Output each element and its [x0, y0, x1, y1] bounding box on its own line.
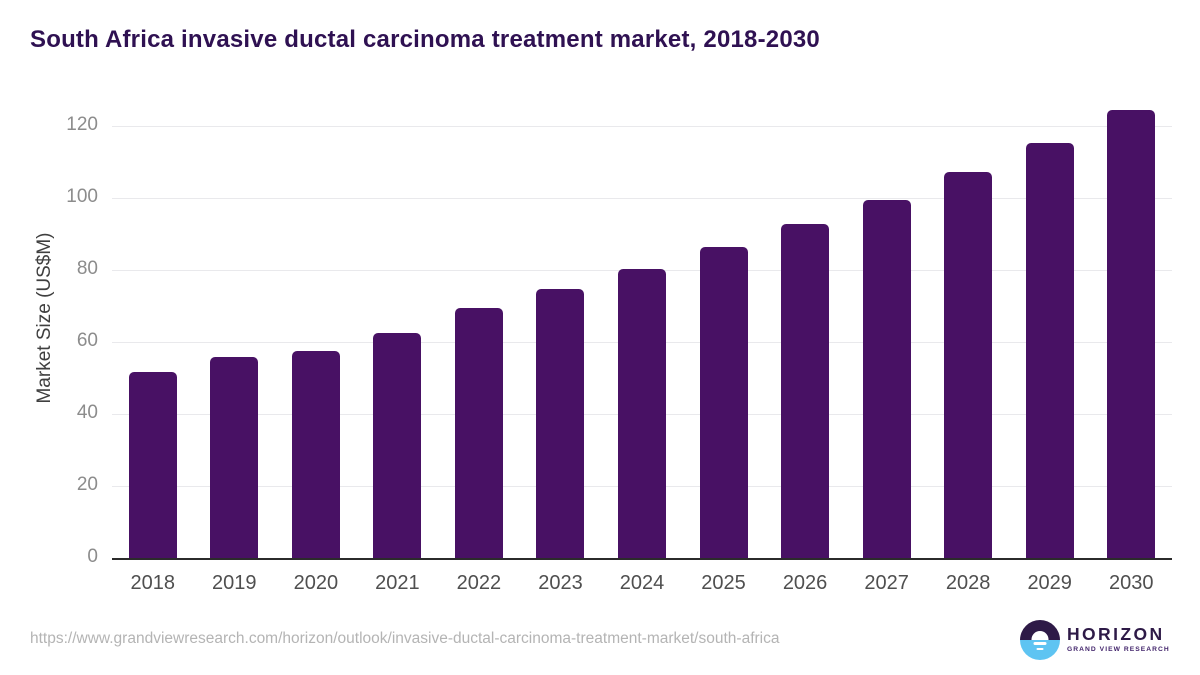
- y-tick-label: 40: [76, 401, 98, 423]
- y-tick-label: 100: [66, 185, 98, 207]
- gridline: [112, 197, 1172, 199]
- sun-icon: [1031, 631, 1049, 640]
- logo-tagline-text: GRAND VIEW RESEARCH: [1067, 646, 1170, 654]
- x-tick-label: 2026: [782, 572, 828, 594]
- x-tick-label: 2018: [130, 572, 176, 594]
- x-tick-label: 2021: [375, 572, 420, 594]
- x-tick-label: 2024: [619, 572, 665, 594]
- x-tick-label: 2025: [701, 572, 746, 594]
- y-tick-label: 80: [76, 257, 98, 279]
- y-tick-label: 60: [76, 329, 98, 351]
- water-ripple-icon: [1036, 647, 1044, 650]
- y-tick-label: 120: [66, 113, 98, 135]
- gridline: [112, 125, 1172, 127]
- bar-2028: [944, 172, 993, 558]
- bar-2023: [536, 289, 585, 558]
- horizon-sunset-icon: [1020, 620, 1060, 660]
- bar-2025: [699, 247, 748, 558]
- x-tick-label: 2019: [212, 572, 257, 594]
- x-tick-label: 2023: [538, 572, 583, 594]
- bar-2018: [128, 371, 177, 558]
- horizon-logo: HORIZON GRAND VIEW RESEARCH: [1020, 620, 1170, 660]
- x-tick-label: 2020: [293, 572, 339, 594]
- plot-area: 0 20 40 60 80 100 120 2018 2019 2020 2021 2022 2023 2…: [66, 78, 1172, 594]
- x-tick-label: 2022: [456, 572, 502, 594]
- chart-title: South Africa invasive ductal carcinoma t…: [30, 26, 820, 53]
- water-ripple-icon: [1033, 642, 1047, 645]
- logo-text: HORIZON GRAND VIEW RESEARCH: [1067, 626, 1170, 654]
- bar-2026: [781, 224, 830, 558]
- y-tick-label: 20: [76, 473, 98, 495]
- y-tick-label: 0: [87, 546, 98, 567]
- bar-2024: [618, 268, 666, 558]
- source-url: https://www.grandviewresearch.com/horizo…: [30, 630, 780, 647]
- bar-2020: [291, 351, 340, 558]
- bar-2027: [862, 200, 911, 558]
- bar-2019: [210, 356, 259, 558]
- x-tick-label: 2029: [1027, 572, 1072, 594]
- bar-2021: [373, 333, 422, 558]
- x-tick-label: 2030: [1108, 572, 1154, 594]
- x-tick-label: 2027: [864, 572, 909, 594]
- logo-brand-text: HORIZON: [1067, 624, 1165, 645]
- bar-2022: [454, 308, 503, 558]
- bar-2030: [1107, 110, 1156, 558]
- bar-2029: [1025, 143, 1074, 558]
- y-axis-title: Market Size (US$M): [34, 232, 55, 404]
- x-tick-label: 2028: [945, 572, 991, 594]
